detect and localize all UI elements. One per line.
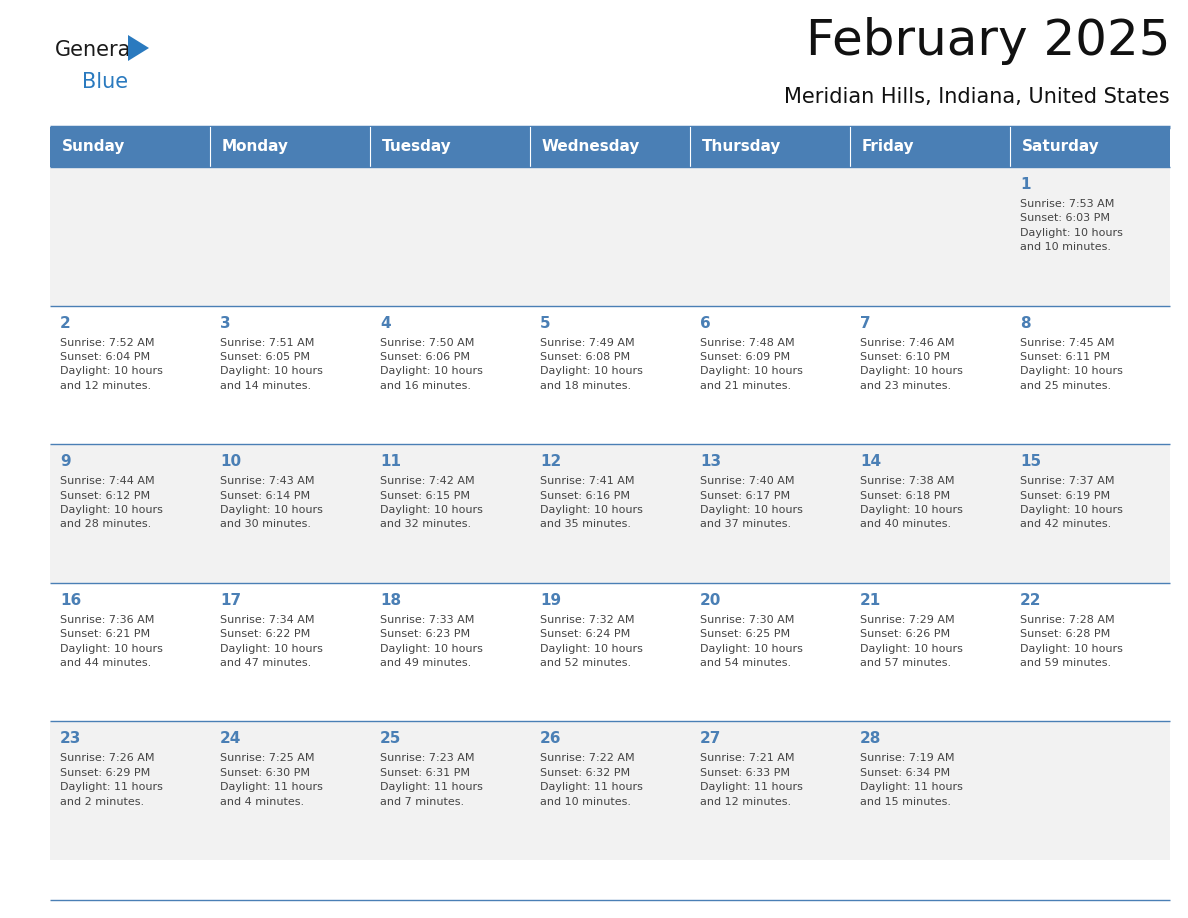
Bar [50, 306, 1170, 444]
Text: Sunrise: 7:53 AM
Sunset: 6:03 PM
Daylight: 10 hours
and 10 minutes.: Sunrise: 7:53 AM Sunset: 6:03 PM Dayligh… [1020, 199, 1123, 252]
Text: Sunday: Sunday [62, 140, 126, 154]
Text: Sunrise: 7:48 AM
Sunset: 6:09 PM
Daylight: 10 hours
and 21 minutes.: Sunrise: 7:48 AM Sunset: 6:09 PM Dayligh… [700, 338, 803, 391]
Text: Sunrise: 7:43 AM
Sunset: 6:14 PM
Daylight: 10 hours
and 30 minutes.: Sunrise: 7:43 AM Sunset: 6:14 PM Dayligh… [220, 476, 323, 530]
Text: 16: 16 [61, 593, 81, 608]
Text: 5: 5 [541, 316, 550, 330]
Text: Blue: Blue [82, 72, 128, 92]
Text: 7: 7 [860, 316, 871, 330]
Text: Sunrise: 7:38 AM
Sunset: 6:18 PM
Daylight: 10 hours
and 40 minutes.: Sunrise: 7:38 AM Sunset: 6:18 PM Dayligh… [860, 476, 963, 530]
Polygon shape [128, 35, 148, 61]
Text: Tuesday: Tuesday [383, 140, 451, 154]
Text: Sunrise: 7:46 AM
Sunset: 6:10 PM
Daylight: 10 hours
and 23 minutes.: Sunrise: 7:46 AM Sunset: 6:10 PM Dayligh… [860, 338, 963, 391]
Text: 3: 3 [220, 316, 230, 330]
Text: Sunrise: 7:42 AM
Sunset: 6:15 PM
Daylight: 10 hours
and 32 minutes.: Sunrise: 7:42 AM Sunset: 6:15 PM Dayligh… [380, 476, 482, 530]
Text: Sunrise: 7:51 AM
Sunset: 6:05 PM
Daylight: 10 hours
and 14 minutes.: Sunrise: 7:51 AM Sunset: 6:05 PM Dayligh… [220, 338, 323, 391]
Text: Sunrise: 7:44 AM
Sunset: 6:12 PM
Daylight: 10 hours
and 28 minutes.: Sunrise: 7:44 AM Sunset: 6:12 PM Dayligh… [61, 476, 163, 530]
Text: Monday: Monday [222, 140, 289, 154]
Text: Sunrise: 7:23 AM
Sunset: 6:31 PM
Daylight: 11 hours
and 7 minutes.: Sunrise: 7:23 AM Sunset: 6:31 PM Dayligh… [380, 754, 482, 807]
Text: 22: 22 [1020, 593, 1042, 608]
Bar [50, 722, 1170, 860]
Text: 8: 8 [1020, 316, 1031, 330]
Text: Sunrise: 7:22 AM
Sunset: 6:32 PM
Daylight: 11 hours
and 10 minutes.: Sunrise: 7:22 AM Sunset: 6:32 PM Dayligh… [541, 754, 643, 807]
Text: 17: 17 [220, 593, 241, 608]
Text: Friday: Friday [862, 140, 915, 154]
Text: Sunrise: 7:21 AM
Sunset: 6:33 PM
Daylight: 11 hours
and 12 minutes.: Sunrise: 7:21 AM Sunset: 6:33 PM Dayligh… [700, 754, 803, 807]
Text: 25: 25 [380, 732, 402, 746]
Text: 6: 6 [700, 316, 710, 330]
Bar [50, 167, 1170, 306]
Text: 27: 27 [700, 732, 721, 746]
Text: General: General [55, 40, 138, 60]
Bar [690, 127, 849, 167]
Text: 18: 18 [380, 593, 402, 608]
Text: Sunrise: 7:45 AM
Sunset: 6:11 PM
Daylight: 10 hours
and 25 minutes.: Sunrise: 7:45 AM Sunset: 6:11 PM Dayligh… [1020, 338, 1123, 391]
Text: 10: 10 [220, 454, 241, 469]
Text: 20: 20 [700, 593, 721, 608]
Bar [50, 583, 1170, 722]
Text: 14: 14 [860, 454, 881, 469]
Text: 1: 1 [1020, 177, 1030, 192]
Text: Meridian Hills, Indiana, United States: Meridian Hills, Indiana, United States [784, 87, 1170, 107]
Text: Sunrise: 7:50 AM
Sunset: 6:06 PM
Daylight: 10 hours
and 16 minutes.: Sunrise: 7:50 AM Sunset: 6:06 PM Dayligh… [380, 338, 482, 391]
Text: 2: 2 [61, 316, 71, 330]
Text: Sunrise: 7:28 AM
Sunset: 6:28 PM
Daylight: 10 hours
and 59 minutes.: Sunrise: 7:28 AM Sunset: 6:28 PM Dayligh… [1020, 615, 1123, 668]
Text: Sunrise: 7:32 AM
Sunset: 6:24 PM
Daylight: 10 hours
and 52 minutes.: Sunrise: 7:32 AM Sunset: 6:24 PM Dayligh… [541, 615, 643, 668]
Bar [530, 127, 690, 167]
Bar [50, 127, 210, 167]
Text: 26: 26 [541, 732, 562, 746]
Text: February 2025: February 2025 [805, 17, 1170, 65]
Bar [210, 127, 369, 167]
Text: Sunrise: 7:49 AM
Sunset: 6:08 PM
Daylight: 10 hours
and 18 minutes.: Sunrise: 7:49 AM Sunset: 6:08 PM Dayligh… [541, 338, 643, 391]
Text: Wednesday: Wednesday [542, 140, 640, 154]
Text: Saturday: Saturday [1022, 140, 1100, 154]
Text: 24: 24 [220, 732, 241, 746]
Bar [50, 444, 1170, 583]
Text: Sunrise: 7:41 AM
Sunset: 6:16 PM
Daylight: 10 hours
and 35 minutes.: Sunrise: 7:41 AM Sunset: 6:16 PM Dayligh… [541, 476, 643, 530]
Text: Sunrise: 7:29 AM
Sunset: 6:26 PM
Daylight: 10 hours
and 57 minutes.: Sunrise: 7:29 AM Sunset: 6:26 PM Dayligh… [860, 615, 963, 668]
Text: Sunrise: 7:30 AM
Sunset: 6:25 PM
Daylight: 10 hours
and 54 minutes.: Sunrise: 7:30 AM Sunset: 6:25 PM Dayligh… [700, 615, 803, 668]
Text: 11: 11 [380, 454, 402, 469]
Text: Sunrise: 7:33 AM
Sunset: 6:23 PM
Daylight: 10 hours
and 49 minutes.: Sunrise: 7:33 AM Sunset: 6:23 PM Dayligh… [380, 615, 482, 668]
Text: 19: 19 [541, 593, 561, 608]
Text: 23: 23 [61, 732, 81, 746]
Text: 21: 21 [860, 593, 881, 608]
Text: Sunrise: 7:26 AM
Sunset: 6:29 PM
Daylight: 11 hours
and 2 minutes.: Sunrise: 7:26 AM Sunset: 6:29 PM Dayligh… [61, 754, 163, 807]
Text: Sunrise: 7:19 AM
Sunset: 6:34 PM
Daylight: 11 hours
and 15 minutes.: Sunrise: 7:19 AM Sunset: 6:34 PM Dayligh… [860, 754, 963, 807]
Text: Sunrise: 7:25 AM
Sunset: 6:30 PM
Daylight: 11 hours
and 4 minutes.: Sunrise: 7:25 AM Sunset: 6:30 PM Dayligh… [220, 754, 323, 807]
Text: Sunrise: 7:40 AM
Sunset: 6:17 PM
Daylight: 10 hours
and 37 minutes.: Sunrise: 7:40 AM Sunset: 6:17 PM Dayligh… [700, 476, 803, 530]
Text: Sunrise: 7:37 AM
Sunset: 6:19 PM
Daylight: 10 hours
and 42 minutes.: Sunrise: 7:37 AM Sunset: 6:19 PM Dayligh… [1020, 476, 1123, 530]
Bar [369, 127, 530, 167]
Text: 9: 9 [61, 454, 70, 469]
Text: 4: 4 [380, 316, 391, 330]
Bar [849, 127, 1010, 167]
Text: 13: 13 [700, 454, 721, 469]
Text: Thursday: Thursday [702, 140, 782, 154]
Bar [1010, 127, 1170, 167]
Text: Sunrise: 7:34 AM
Sunset: 6:22 PM
Daylight: 10 hours
and 47 minutes.: Sunrise: 7:34 AM Sunset: 6:22 PM Dayligh… [220, 615, 323, 668]
Text: 28: 28 [860, 732, 881, 746]
Text: Sunrise: 7:36 AM
Sunset: 6:21 PM
Daylight: 10 hours
and 44 minutes.: Sunrise: 7:36 AM Sunset: 6:21 PM Dayligh… [61, 615, 163, 668]
Text: Sunrise: 7:52 AM
Sunset: 6:04 PM
Daylight: 10 hours
and 12 minutes.: Sunrise: 7:52 AM Sunset: 6:04 PM Dayligh… [61, 338, 163, 391]
Text: 12: 12 [541, 454, 561, 469]
Text: 15: 15 [1020, 454, 1041, 469]
